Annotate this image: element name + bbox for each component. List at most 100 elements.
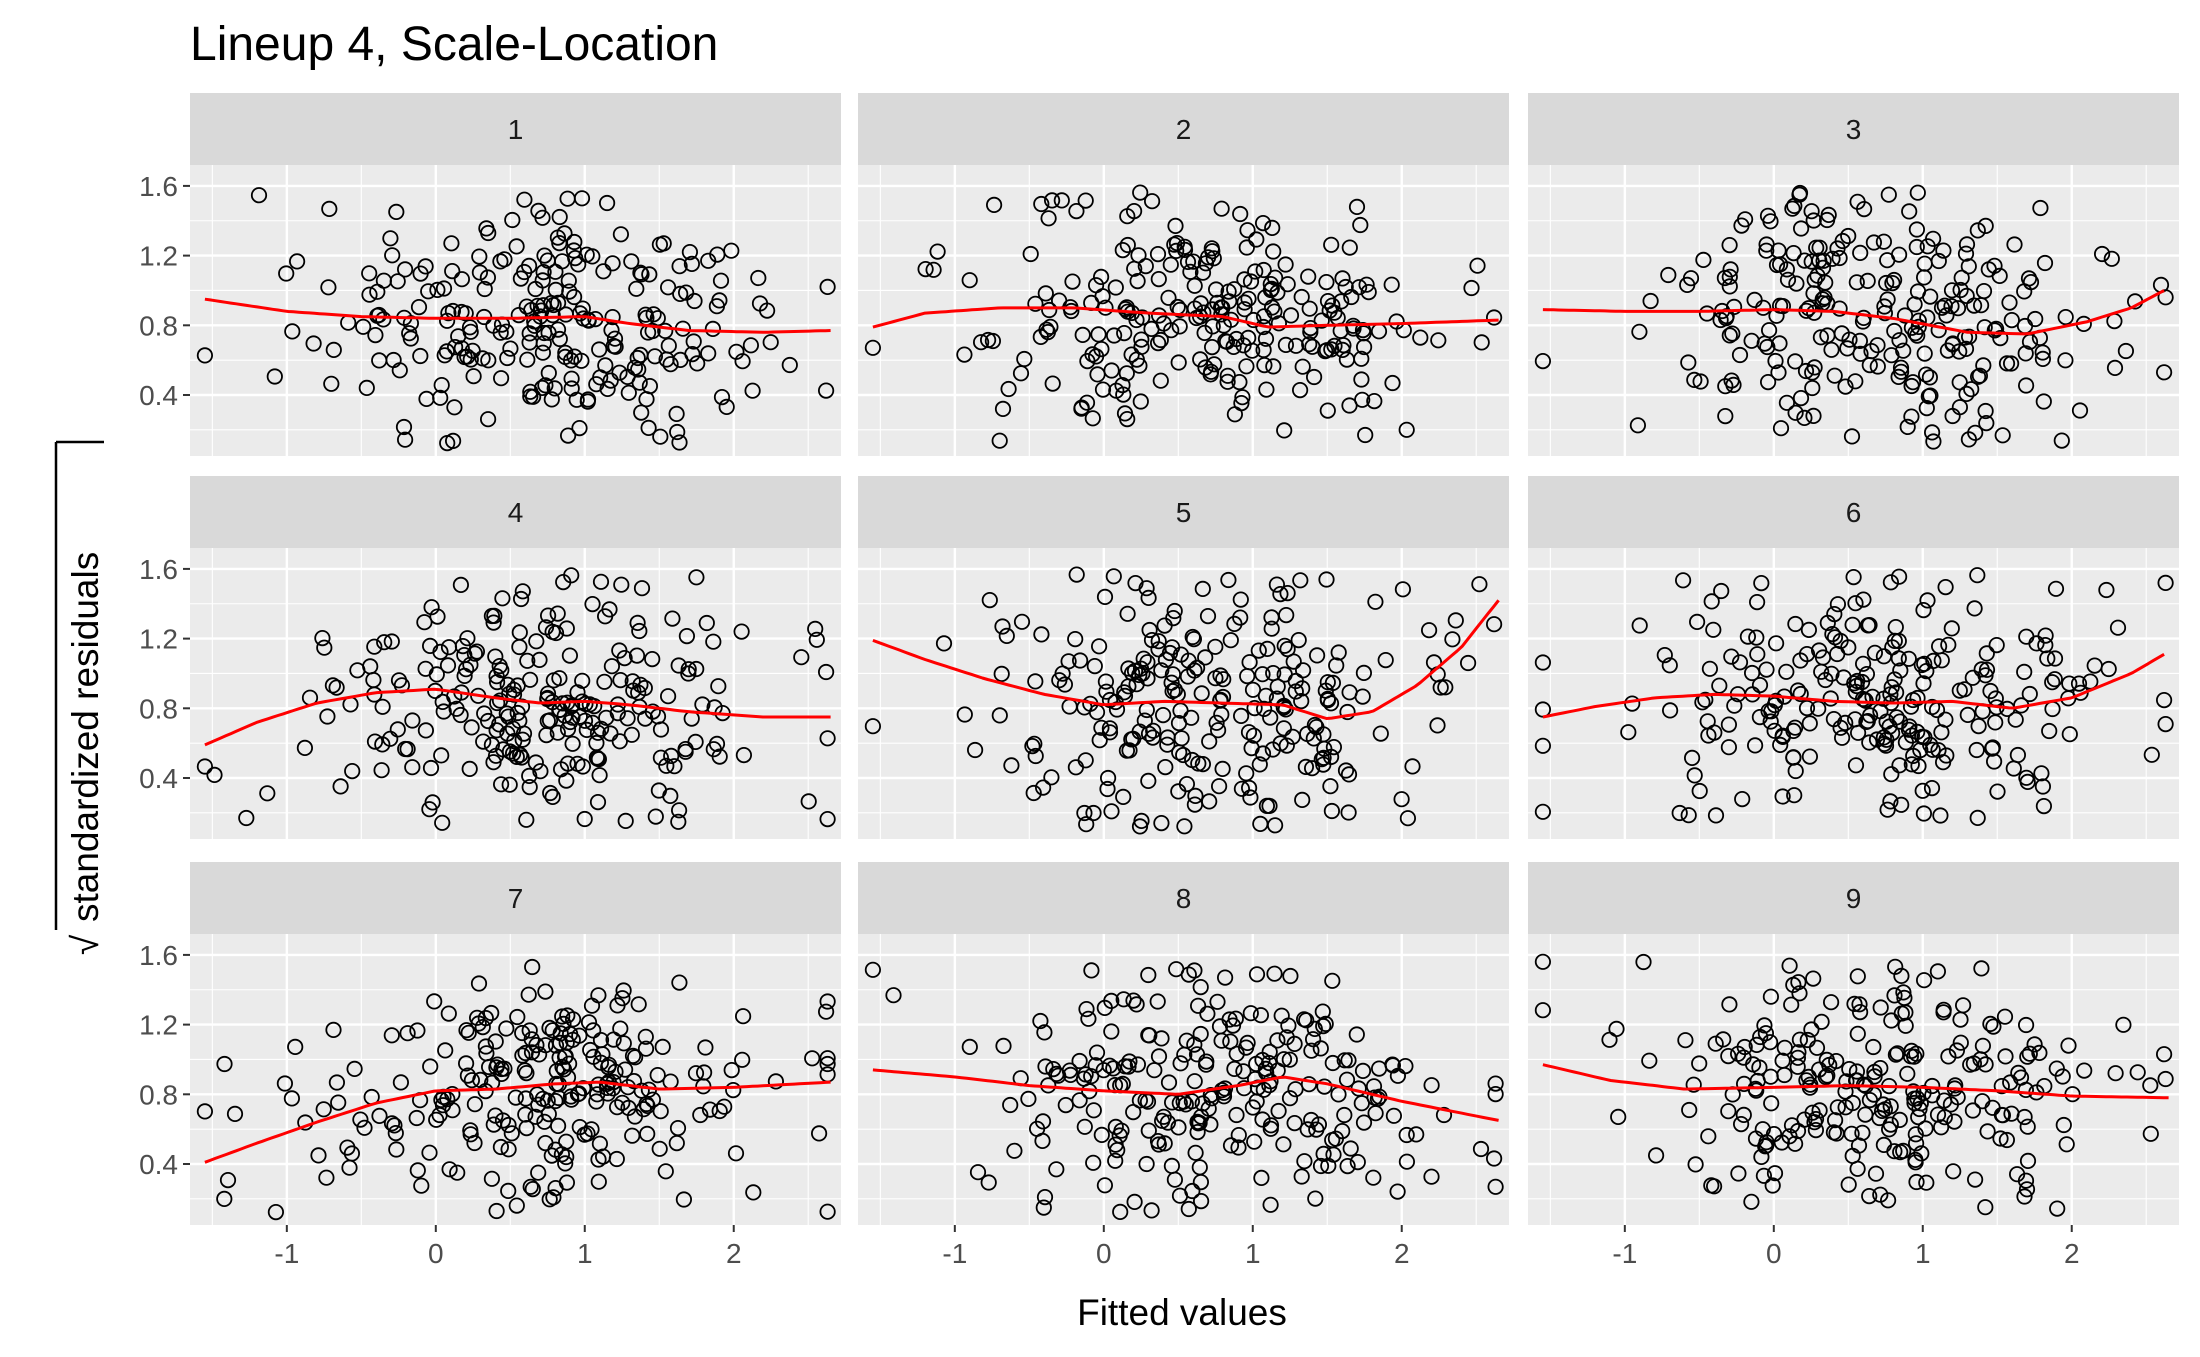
data-point [1254,745,1272,762]
data-point [1945,1163,1962,1180]
data-point [1843,428,1861,445]
data-point [819,1203,836,1220]
data-point [1093,719,1110,736]
data-point [1994,427,2011,444]
data-point [465,368,482,385]
data-point [1846,995,1863,1013]
data-point [1964,1102,1982,1119]
data-point [1125,730,1142,747]
data-point [1103,992,1120,1010]
data-point [1724,325,1741,342]
data-point [1804,1104,1821,1121]
data-point [1235,337,1252,354]
data-point [864,718,882,735]
data-point [1076,804,1093,822]
x-tick-label: 2 [726,1238,742,1269]
data-point [1610,1108,1627,1126]
data-point [1804,379,1821,397]
data-point [961,272,978,289]
data-point [1867,1165,1885,1182]
data-point [1887,618,1904,636]
x-tick-label: 0 [428,1238,444,1269]
data-point [1914,728,1931,746]
y-tick-label: 0.4 [139,380,178,411]
data-point [1189,1113,1206,1131]
data-point [1220,283,1237,300]
data-point [2071,402,2089,419]
data-point [1969,567,1986,584]
y-tick-label: 1.2 [139,624,178,655]
data-point [1383,276,1400,293]
data-point [733,623,750,640]
data-point [1330,644,1347,661]
data-point [1238,239,1255,256]
data-point [599,380,616,397]
data-point [1906,1094,1923,1112]
data-point [1334,1123,1351,1140]
data-point [1138,1155,1155,1173]
data-point [1888,684,1905,701]
data-point [384,247,401,264]
data-point [421,1144,438,1161]
data-point [388,1141,405,1158]
data-point [1234,389,1251,406]
data-point [1140,772,1157,790]
data-point [1772,256,1789,273]
data-point [1888,709,1905,726]
data-point [1785,245,1802,262]
data-point [446,399,463,416]
data-point [1244,1099,1262,1116]
data-point [1193,1193,1210,1210]
data-point [1143,320,1160,337]
data-point [1116,684,1133,701]
data-point [615,1035,632,1052]
data-point [1191,1159,1208,1176]
data-point [361,265,378,282]
data-point [409,1022,426,1039]
data-point [2021,1045,2038,1062]
data-point [1826,367,1843,384]
data-point [315,1101,332,1118]
data-point [1695,251,1712,268]
data-point [434,814,451,831]
y-tick-label: 0.4 [139,1149,178,1180]
data-point [1340,804,1357,821]
y-tick-label: 0.8 [139,693,178,724]
data-point [1924,698,1941,716]
data-point [1847,595,1864,612]
data-point [514,1024,531,1042]
data-point [1307,1190,1324,1207]
data-point [1743,332,1760,349]
data-point [1323,802,1341,820]
data-point [1805,212,1822,229]
data-point [2117,342,2134,360]
data-point [1294,680,1311,697]
data-point [1735,1106,1752,1124]
data-point [2007,711,2024,728]
data-point [413,1177,430,1194]
data-point [669,423,686,441]
data-point [1353,350,1370,367]
data-point [1269,1032,1286,1049]
smooth-line [1542,289,2165,336]
data-point [305,335,322,352]
data-point [629,349,646,367]
data-point [1721,327,1738,344]
data-point [1823,665,1840,682]
data-point [1700,1128,1717,1145]
data-point [551,208,568,226]
data-point [1194,755,1212,773]
data-point [2016,283,2033,300]
data-point [1150,334,1167,352]
data-point [1720,739,1738,756]
data-point [1762,988,1780,1005]
data-point [1783,1117,1801,1134]
data-point [1781,957,1798,974]
data-point [1277,336,1295,353]
data-point [1789,1122,1807,1140]
data-point [2094,245,2111,263]
data-point [1849,968,1866,985]
data-point [470,975,488,992]
data-point [1849,1025,1866,1042]
data-point [681,244,699,261]
